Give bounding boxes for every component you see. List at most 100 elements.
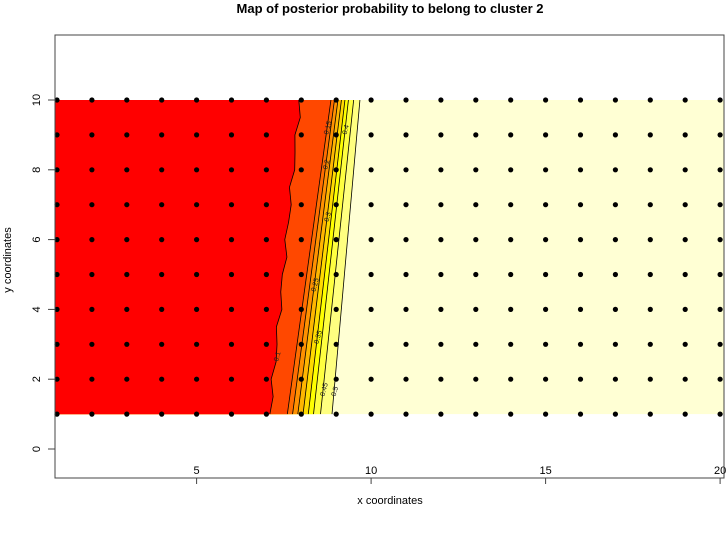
data-point	[54, 376, 60, 382]
data-point	[368, 376, 374, 382]
x-tick-label: 10	[365, 465, 377, 477]
contour-line	[269, 99, 301, 415]
data-point	[647, 132, 653, 138]
data-point	[473, 411, 479, 417]
data-point	[368, 237, 374, 243]
data-point	[124, 132, 130, 138]
data-point	[717, 202, 723, 208]
data-point	[543, 167, 549, 173]
data-point	[54, 271, 60, 278]
data-point	[682, 167, 688, 173]
data-point	[89, 306, 95, 312]
y-tick-label: 6	[31, 237, 43, 243]
data-point	[438, 237, 444, 243]
data-point	[682, 132, 688, 138]
data-point	[543, 306, 549, 312]
data-point	[577, 237, 584, 243]
data-point	[473, 132, 479, 138]
data-point	[89, 97, 95, 103]
data-point	[438, 202, 444, 208]
data-point	[333, 167, 339, 173]
data-point	[228, 341, 235, 347]
data-point	[682, 202, 688, 208]
data-point	[717, 167, 723, 173]
data-point	[682, 306, 688, 312]
data-point	[612, 132, 619, 138]
data-point	[543, 271, 549, 278]
contour-line	[313, 99, 349, 415]
data-point	[473, 237, 479, 243]
x-tick-label: 20	[714, 465, 726, 477]
low-probability-region	[55, 100, 301, 415]
data-point	[508, 202, 514, 208]
data-point	[438, 97, 444, 103]
data-point	[438, 132, 444, 138]
data-point	[717, 411, 723, 417]
data-point	[124, 341, 130, 347]
data-point	[298, 271, 304, 278]
data-point	[263, 237, 269, 243]
data-point	[612, 271, 619, 278]
data-point	[368, 97, 374, 103]
data-point	[89, 376, 95, 382]
data-point	[298, 341, 304, 347]
data-point	[159, 97, 165, 103]
data-point	[543, 376, 549, 382]
data-point	[54, 202, 60, 208]
data-point	[543, 202, 549, 208]
data-point	[333, 376, 339, 382]
data-point	[682, 237, 688, 243]
data-point	[682, 376, 688, 382]
data-point	[228, 306, 235, 312]
data-point	[647, 97, 653, 103]
data-point	[612, 411, 619, 417]
contour-line	[320, 99, 355, 415]
data-point	[717, 376, 723, 382]
data-point	[159, 306, 165, 312]
data-point	[368, 411, 374, 417]
data-point	[124, 306, 130, 312]
data-point	[159, 167, 165, 173]
data-point	[89, 237, 95, 243]
data-point	[228, 237, 235, 243]
data-point	[717, 97, 723, 103]
data-point	[717, 341, 723, 347]
data-point	[508, 132, 514, 138]
y-tick-label: 4	[31, 306, 43, 312]
x-tick-label: 15	[539, 465, 551, 477]
data-point	[403, 376, 409, 382]
data-point	[508, 237, 514, 243]
data-point	[612, 237, 619, 243]
data-point	[124, 237, 130, 243]
contour-label: 0.2	[322, 159, 331, 170]
data-point	[508, 167, 514, 173]
data-point	[612, 341, 619, 347]
plot-frame	[54, 34, 725, 479]
data-point	[508, 341, 514, 347]
contour-line	[331, 99, 361, 415]
data-point	[124, 376, 130, 382]
data-point	[89, 341, 95, 347]
data-point	[473, 271, 479, 278]
y-axis-label: y coordinates	[2, 227, 14, 293]
data-point	[368, 167, 374, 173]
data-point	[333, 271, 339, 278]
data-point	[438, 271, 444, 278]
contour-line	[302, 99, 342, 415]
data-point	[473, 97, 479, 103]
data-point	[612, 306, 619, 312]
contour-line	[307, 99, 346, 415]
x-tick-label: 5	[194, 465, 200, 477]
data-point	[263, 202, 269, 208]
data-point	[647, 202, 653, 208]
data-point	[682, 411, 688, 417]
data-point	[159, 132, 165, 138]
data-point	[438, 376, 444, 382]
data-point	[228, 376, 235, 382]
data-point	[194, 306, 200, 312]
data-point	[298, 132, 304, 138]
data-point	[54, 97, 60, 103]
data-point	[89, 202, 95, 208]
data-point	[194, 97, 200, 103]
data-point	[577, 97, 584, 103]
